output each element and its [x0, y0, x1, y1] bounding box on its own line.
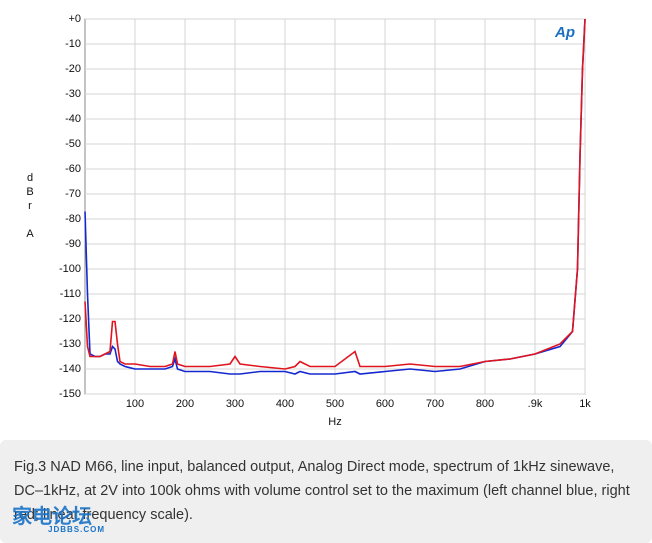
y-tick-label: -70: [65, 188, 81, 200]
x-tick-label: 800: [476, 398, 494, 410]
watermark: 家电论坛: [12, 506, 92, 528]
x-tick-label: 100: [126, 398, 144, 410]
x-tick-label: 300: [226, 398, 244, 410]
x-tick-label: .9k: [528, 398, 543, 410]
y-axis-label: dBr A: [24, 172, 36, 242]
y-tick-label: -140: [59, 363, 81, 375]
y-tick-label: -100: [59, 263, 81, 275]
chart: +0 -10 -20 -30 -40 -50 -60 -70 -80 -90 -100 -110 -12…: [59, 13, 591, 428]
x-tick-label: 400: [276, 398, 294, 410]
y-tick-label: -80: [65, 213, 81, 225]
y-tick-label: -40: [65, 113, 81, 125]
y-tick-label: -120: [59, 313, 81, 325]
y-tick-label: -20: [65, 63, 81, 75]
x-tick-label: 200: [176, 398, 194, 410]
y-tick-label: -30: [65, 88, 81, 100]
x-tick-label: 600: [376, 398, 394, 410]
y-tick-label: -60: [65, 163, 81, 175]
x-axis-label: Hz: [328, 416, 341, 428]
y-tick-label: -50: [65, 138, 81, 150]
x-tick-label: 1k: [579, 398, 591, 410]
y-tick-label: -90: [65, 238, 81, 250]
y-tick-label: -150: [59, 388, 81, 400]
y-tick-label: -110: [60, 288, 81, 300]
x-tick-label: 700: [426, 398, 444, 410]
y-tick-label: -130: [59, 338, 81, 350]
series-line: [84, 18, 586, 370]
caption: Fig.3 NAD M66, line input, balanced outp…: [0, 440, 652, 543]
logo: Ap: [554, 24, 575, 41]
x-tick-label: 500: [326, 398, 344, 410]
y-tick-label: +0: [68, 13, 81, 25]
watermark-site: JDBBS.COM: [48, 525, 106, 534]
y-tick-label: -10: [65, 38, 81, 50]
